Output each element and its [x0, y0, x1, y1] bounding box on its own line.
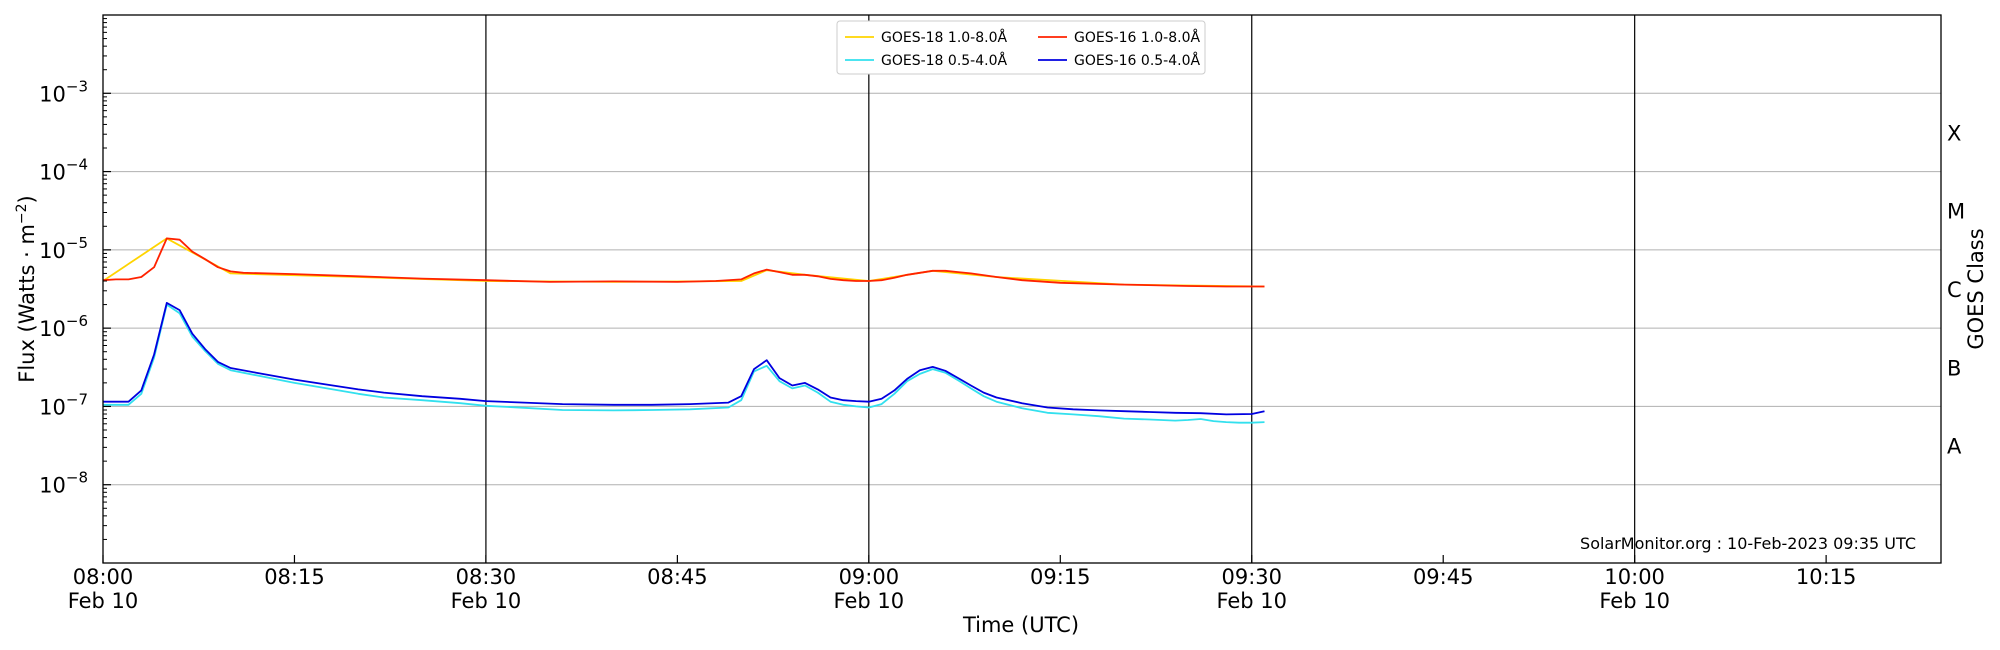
svg-text:Flux (Watts · m−2): Flux (Watts · m−2): [14, 195, 39, 383]
credit-text: SolarMonitor.org : 10-Feb-2023 09:35 UTC: [1580, 534, 1916, 553]
y-tick-exponent: −5: [66, 234, 88, 252]
x-tick-label: 09:00: [839, 565, 900, 589]
x-axis-label: Time (UTC): [962, 613, 1079, 637]
y-tick-base: 10: [39, 82, 66, 106]
x-tick-label: 08:00: [73, 565, 134, 589]
goes-class-label-a: A: [1947, 435, 1962, 459]
goes-class-labels: A B C M X: [1947, 121, 1965, 458]
legend: GOES-18 1.0-8.0Å GOES-18 0.5-4.0Å GOES-16 …: [836, 20, 1206, 75]
goes-class-label-b: B: [1947, 356, 1961, 380]
series-line-1: [103, 303, 1265, 424]
x-tick-date-label: Feb 10: [834, 589, 905, 613]
legend-label-0: GOES-18 1.0-8.0Å: [881, 29, 1007, 46]
y-tick-label: 10−4: [39, 156, 88, 185]
y-tick-exponent: −8: [66, 469, 88, 487]
plot-frame: [102, 14, 1942, 564]
goes-class-label-x: X: [1947, 121, 1961, 145]
y-tick-base: 10: [39, 161, 66, 185]
y-tick-exponent: −7: [66, 390, 88, 408]
x-tick-date-label: Feb 10: [451, 589, 522, 613]
x-tick-label: 09:15: [1030, 565, 1091, 589]
x-tick-label: 08:15: [264, 565, 325, 589]
legend-label-1: GOES-18 0.5-4.0Å: [881, 52, 1007, 69]
series-line-2: [102, 237, 1265, 288]
x-tick-date-label: Feb 10: [1599, 589, 1670, 613]
y-axis-label-text: Flux (Watts · m: [15, 224, 39, 383]
goes-class-label-m: M: [1947, 200, 1965, 224]
series-layer: [102, 237, 1265, 424]
y-tick-base: 10: [39, 317, 66, 341]
y-tick-exponent: −4: [66, 156, 88, 174]
legend-label-3: GOES-16 0.5-4.0Å: [1074, 52, 1200, 69]
x-tick-label: 08:45: [647, 565, 708, 589]
y-tick-base: 10: [39, 474, 66, 498]
x-tick-label: 08:30: [456, 565, 517, 589]
x-tick-label: 10:00: [1604, 565, 1665, 589]
y-tick-label: 10−8: [39, 469, 88, 498]
y-tick-label: 10−5: [39, 234, 88, 263]
y-tick-label: 10−3: [39, 77, 88, 106]
y-tick-exponent: −3: [66, 77, 88, 95]
y-tick-base: 10: [39, 395, 66, 419]
y-axis-label-exponent: −2: [14, 203, 30, 224]
y-tick-exponent: −6: [66, 312, 88, 330]
series-line-3: [103, 301, 1265, 416]
x-tick-label: 10:15: [1796, 565, 1857, 589]
legend-label-2: GOES-16 1.0-8.0Å: [1074, 29, 1200, 46]
y-axis-label-close: ): [15, 195, 39, 203]
series-line-0: [102, 237, 1265, 288]
y-axis-label: Flux (Watts · m−2): [14, 195, 39, 383]
right-axis-label: GOES Class: [1964, 228, 1988, 349]
x-tick-label: 09:30: [1221, 565, 1282, 589]
x-tick-date-label: Feb 10: [1216, 589, 1287, 613]
vertical-time-lines: [485, 15, 1636, 563]
x-tick-label: 09:45: [1413, 565, 1474, 589]
x-tick-date-label: Feb 10: [68, 589, 139, 613]
legend-box: [836, 20, 1206, 75]
grid-layer: [103, 92, 1941, 486]
y-tick-label: 10−7: [39, 390, 88, 419]
goes-class-label-c: C: [1947, 278, 1962, 302]
y-tick-label: 10−6: [39, 312, 88, 341]
y-tick-base: 10: [39, 239, 66, 263]
